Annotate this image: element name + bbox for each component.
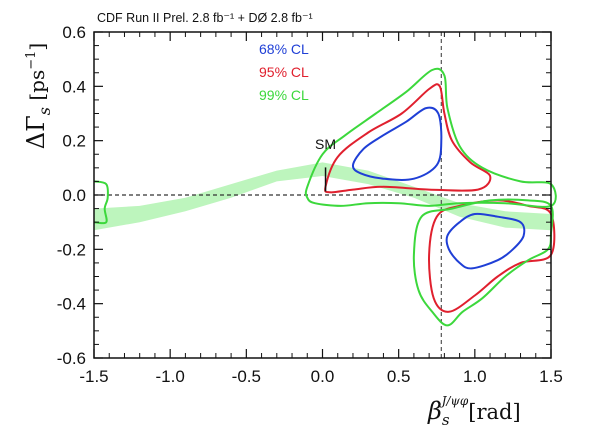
chart-title: CDF Run II Prel. 2.8 fb⁻¹ + DØ 2.8 fb⁻¹ xyxy=(97,11,313,25)
x-tick-label: -0.5 xyxy=(232,367,261,386)
x-axis-title-beta: β xyxy=(427,397,442,425)
contour-99-6 xyxy=(93,180,109,225)
reference-lines-layer xyxy=(94,32,551,358)
theory-band xyxy=(94,162,551,231)
contours-layer xyxy=(93,67,557,327)
x-tick-label: 1.5 xyxy=(539,367,563,386)
y-tick-label: 0.6 xyxy=(62,23,86,42)
ticks-layer: -1.5 -1.0 -0.5 0.0 0.5 1.0 1.5 0.6 0.4 0.2 0.0 -0.2… xyxy=(57,23,563,386)
sm-label: SM xyxy=(315,136,336,152)
legend-entry-99: 99% CL xyxy=(259,87,309,103)
x-axis-title-sub: s xyxy=(442,411,450,429)
contour-68-0 xyxy=(351,106,443,181)
x-tick-label: 1.0 xyxy=(463,367,487,386)
x-axis-title: βs J/ψφ[rad] xyxy=(427,394,521,429)
sm-marker: SM xyxy=(315,136,336,192)
svg-text:ΔΓs [ps−1]: ΔΓs [ps−1] xyxy=(22,43,54,149)
x-axis-title-unit: [rad] xyxy=(468,400,520,424)
y-axis-title-exp: −1 xyxy=(24,51,39,70)
x-tick-label: -1.0 xyxy=(156,367,185,386)
contour-99-5 xyxy=(412,198,554,327)
y-tick-label: 0.0 xyxy=(62,186,86,205)
y-tick-label: 0.2 xyxy=(62,132,86,151)
y-tick-label: -0.2 xyxy=(57,240,86,259)
band-layer xyxy=(94,162,551,231)
contour-99-4 xyxy=(304,67,557,208)
x-tick-label: 0.0 xyxy=(311,367,335,386)
legend: 68% CL 95% CL 99% CL xyxy=(259,41,309,103)
x-tick-label: -1.5 xyxy=(79,367,108,386)
y-axis-title-delta: ΔΓ xyxy=(22,115,50,149)
svg-text:βsJ/ψφ[rad]: βs J/ψφ[rad] xyxy=(427,394,521,429)
y-axis-title: ΔΓs [ps−1] xyxy=(22,43,54,149)
y-axis-title-unit: [ps xyxy=(25,70,49,107)
legend-entry-68: 68% CL xyxy=(259,41,309,57)
y-tick-label: 0.4 xyxy=(62,77,86,96)
legend-entry-95: 95% CL xyxy=(259,64,309,80)
x-tick-label: 0.5 xyxy=(387,367,411,386)
contour-68-1 xyxy=(445,212,526,270)
y-axis-title-close: ] xyxy=(25,43,49,51)
y-tick-label: -0.4 xyxy=(57,295,86,314)
x-axis-title-sup: J/ψφ xyxy=(439,394,469,408)
y-tick-label: -0.6 xyxy=(57,349,86,368)
y-axis-title-sub: s xyxy=(35,107,54,115)
contour-95-2 xyxy=(324,83,492,194)
